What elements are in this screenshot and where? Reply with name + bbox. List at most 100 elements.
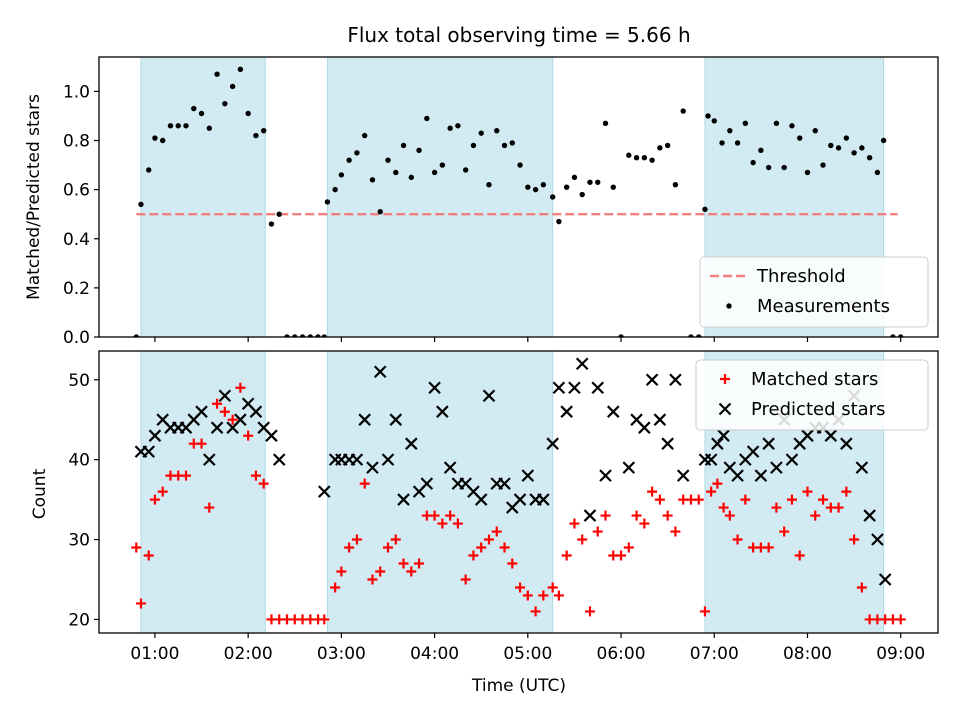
predicted-point [428,381,441,395]
predicted-point [622,461,636,474]
x-tick-label: 07:00 [690,644,739,664]
matched-point [818,494,829,505]
predicted-point [513,493,527,506]
matched-point [584,606,595,617]
measurement-point [214,71,220,77]
predicted-point [653,413,667,426]
matched-point [732,534,743,545]
predicted-point [645,373,659,387]
measurement-point [191,105,197,112]
measurement-point [400,142,407,149]
predicted-point [840,437,853,450]
measurement-point [307,334,314,337]
measurement-point [828,142,834,149]
predicted-point [405,437,418,450]
predicted-point [591,381,605,395]
matched-point [530,606,541,617]
series-predicted-stars [134,357,892,586]
predicted-point [711,437,724,450]
ratio-y-axis-label: Matched/Predicted stars [24,94,44,300]
matched-point [718,502,729,513]
predicted-point [669,373,682,387]
measurement-point [556,218,562,225]
matched-point [833,502,844,513]
measurement-point [649,157,655,163]
matched-point [406,566,417,577]
measurement-point [890,334,896,337]
measurement-point [664,142,671,149]
predicted-point [878,573,892,586]
measurement-point [509,140,515,146]
measurement-point [758,147,764,154]
predicted-point [195,405,208,418]
measurement-point [540,182,547,188]
matched-point [699,606,710,617]
predicted-point [482,389,496,403]
matched-point [243,430,254,441]
matched-point [670,526,681,537]
y-tick-label: 1.0 [63,82,90,102]
measurement-point [880,137,887,144]
measurement-point [462,167,469,173]
measurement-point [138,201,144,208]
measurement-point [416,147,422,154]
y-tick-label: 20 [68,610,90,630]
measurement-point [626,152,632,158]
matched-point [712,478,723,489]
matched-point [654,494,665,505]
matched-point [724,510,735,521]
measurement-point [641,155,648,161]
measurement-point [486,182,492,188]
predicted-point [855,461,869,474]
observing-window-2 [326,351,554,633]
matched-point [561,550,572,561]
x-tick-label: 04:00 [410,644,459,664]
matched-point [662,510,673,521]
matched-point [507,558,518,569]
predicted-point [638,421,651,434]
matched-point [623,542,634,553]
matched-point [351,534,362,545]
predicted-point [272,453,286,466]
predicted-point [661,437,674,450]
measurement-point [346,157,352,163]
matched-point [390,534,401,545]
measurement-point [657,145,663,151]
measurement-point [494,127,500,134]
predicted-point [373,365,387,379]
matched-point [227,414,238,425]
measurement-point [874,169,881,176]
matched-point [631,510,642,521]
count-y-axis-label: Count [30,468,50,519]
matched-point [693,494,704,505]
measurement-point [470,142,477,149]
predicted-point [210,421,224,434]
measurement-point [478,130,484,136]
matched-point [569,518,580,529]
measurement-point [133,334,139,337]
predicted-point [575,357,589,371]
measurement-point [587,179,593,185]
matched-point [499,542,510,553]
y-tick-label: 50 [68,371,90,391]
predicted-point [521,469,535,482]
y-tick-label: 30 [68,531,90,551]
matched-point [460,574,471,585]
matched-point [849,534,860,545]
measurement-point [299,334,306,337]
matched-point [196,438,207,449]
measurement-point [702,206,708,212]
matched-point [895,614,906,625]
measurement-point [369,177,376,183]
matched-point [616,550,627,561]
measurement-point [253,132,259,139]
measurement-point [206,125,213,131]
predicted-point [871,533,884,546]
measurement-point [338,172,345,178]
predicted-point [436,405,449,418]
matched-point [592,526,603,537]
matched-point [414,558,425,569]
matched-point [429,510,440,521]
matched-point [810,510,821,521]
measurement-point [431,169,438,176]
